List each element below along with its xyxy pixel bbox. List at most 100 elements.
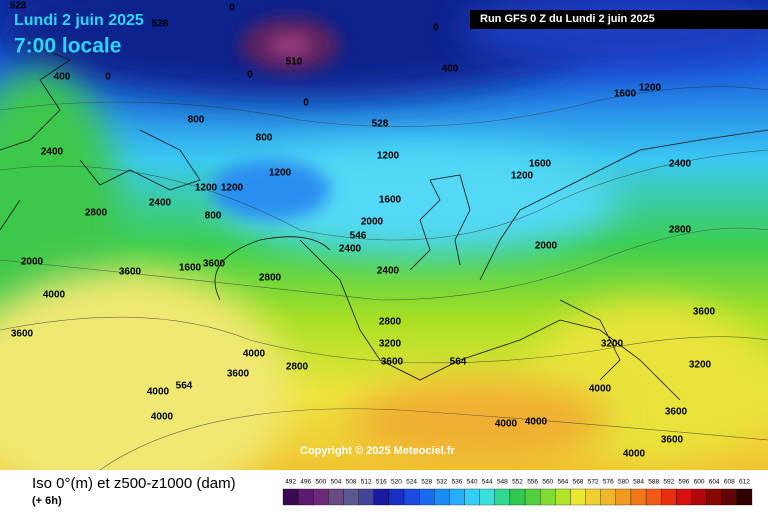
legend-swatch: [297, 488, 314, 506]
legend-label: 524: [406, 479, 417, 486]
contour-label: 3200: [379, 339, 402, 350]
legend-swatch: [282, 488, 299, 506]
contour-label: 400: [54, 72, 71, 83]
contour-label: 1600: [179, 263, 202, 274]
contour-label: 528: [152, 19, 169, 30]
contour-label: 1200: [195, 183, 218, 194]
contour-label: 1200: [639, 83, 662, 94]
legend-swatch: [661, 488, 677, 506]
contour-label: 1600: [614, 89, 637, 100]
contour-label: 1200: [269, 168, 292, 179]
legend-swatch: [313, 488, 329, 506]
legend-swatch: [343, 488, 359, 506]
legend-label: 552: [512, 479, 523, 486]
run-info: Run GFS 0 Z du Lundi 2 juin 2025: [480, 13, 655, 25]
legend-label: 492: [285, 479, 296, 486]
legend-label: 556: [527, 479, 538, 486]
legend-swatch: [645, 488, 662, 506]
legend-swatch: [358, 488, 374, 506]
local-time: 7:00 locale: [14, 35, 121, 58]
contour-label: 528: [372, 119, 389, 130]
contour-label: 2800: [85, 208, 108, 219]
legend-swatch: [449, 488, 465, 506]
legend-label: 588: [648, 479, 659, 486]
date: Lundi 2 juin 2025: [14, 12, 144, 29]
contour-label: 4000: [589, 384, 612, 395]
contour-label: 3200: [601, 339, 624, 350]
legend-swatch: [328, 488, 344, 506]
legend-swatch: [419, 488, 435, 506]
contour-label: 2800: [379, 317, 402, 328]
contour-label: 2000: [361, 217, 384, 228]
run-box: [470, 10, 768, 29]
legend-swatch: [630, 488, 647, 506]
legend-label: 580: [618, 479, 629, 486]
legend-label: 536: [452, 479, 463, 486]
contour-label: 546: [350, 231, 367, 242]
legend-label: 572: [588, 479, 599, 486]
contour-label: 3600: [693, 307, 716, 318]
legend-swatch: [600, 488, 616, 506]
contour-label: 800: [256, 133, 273, 144]
legend-label: 584: [633, 479, 644, 486]
contour-label: 0: [105, 72, 111, 83]
contour-label: 1600: [379, 195, 402, 206]
legend-swatch: [706, 488, 722, 506]
contour-label: 800: [205, 211, 222, 222]
legend-swatch: [555, 488, 571, 506]
contour-label: 4000: [495, 419, 518, 430]
legend-swatch: [479, 488, 495, 506]
contour-label: 0: [433, 23, 439, 34]
legend-label: 512: [361, 479, 372, 486]
legend-label: 592: [663, 479, 674, 486]
contour-label: 2400: [339, 244, 362, 255]
legend-swatch: [403, 488, 420, 506]
contour-label: 3600: [381, 357, 404, 368]
forecast-lead: (+ 6h): [32, 495, 62, 507]
color-legend: 492 496 500 504 508 512 516 520 524 528 532 536 540 5…: [282, 479, 753, 506]
legend-swatch: [388, 488, 405, 506]
copyright: Copyright © 2025 Meteociel.fr: [300, 445, 456, 457]
contour-label: 3600: [661, 435, 684, 446]
contour-label: 2400: [669, 159, 692, 170]
legend-swatch: [464, 488, 480, 506]
contour-label: 1200: [377, 151, 400, 162]
contour-label: 3600: [119, 267, 142, 278]
contours: [0, 86, 768, 471]
legend-swatch: [509, 488, 526, 506]
legend-swatch: [373, 488, 390, 506]
legend-label: 604: [709, 479, 720, 486]
contour-label: 0: [229, 3, 235, 14]
contour-label: 2000: [21, 257, 44, 268]
legend-swatch: [540, 488, 556, 506]
legend-swatch: [570, 488, 586, 506]
footer-title: Iso 0°(m) et z500-z1000 (dam): [32, 475, 236, 492]
contour-label: 3600: [203, 259, 226, 270]
contour-label: 2400: [41, 147, 64, 158]
legend-label: 508: [346, 479, 357, 486]
contour-label: 564: [176, 381, 193, 392]
contour-label: 1200: [221, 183, 244, 194]
contour-label: 400: [442, 64, 459, 75]
contour-label: 2800: [669, 225, 692, 236]
legend-label: 612: [739, 479, 750, 486]
contour-label: 3600: [227, 369, 250, 380]
contour-label: 3200: [689, 360, 712, 371]
legend-swatch: [691, 488, 707, 506]
legend-swatch: [585, 488, 601, 506]
legend-label: 600: [694, 479, 705, 486]
legend-swatch: [736, 488, 753, 506]
contour-label: 0: [303, 98, 309, 109]
legend-label: 568: [573, 479, 584, 486]
contour-label: 2000: [535, 241, 558, 252]
contour-label: 2800: [259, 273, 282, 284]
legend-label: 520: [391, 479, 402, 486]
contour-label: 510: [286, 57, 303, 68]
legend-label: 532: [436, 479, 447, 486]
contour-label: 4000: [43, 290, 66, 301]
legend-label: 516: [376, 479, 387, 486]
contour-label: 2400: [149, 198, 172, 209]
legend-label: 496: [300, 479, 311, 486]
